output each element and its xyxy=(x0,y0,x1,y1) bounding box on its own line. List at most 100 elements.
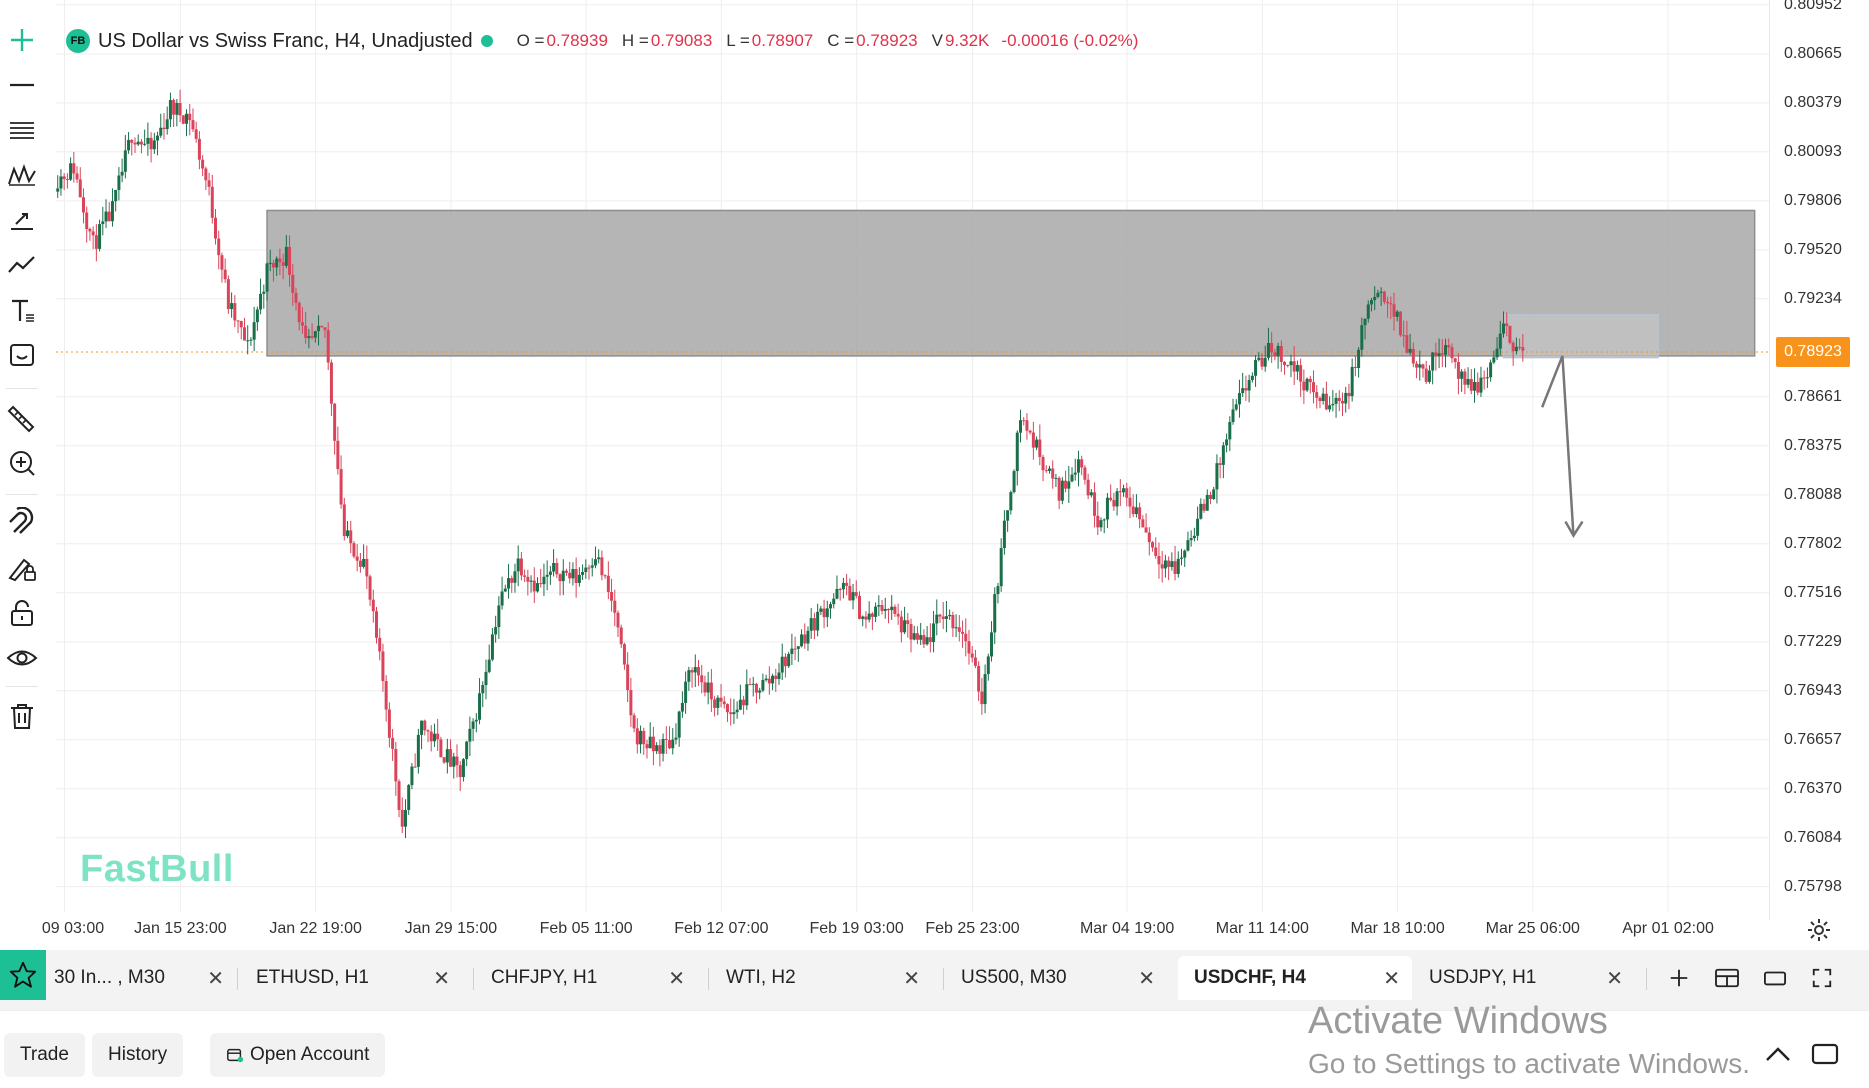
projection-arrow xyxy=(1540,355,1575,536)
candle-down xyxy=(1138,507,1142,520)
zoom-in-icon[interactable] xyxy=(4,445,40,481)
candle-up xyxy=(1321,393,1325,402)
text-icon[interactable] xyxy=(4,292,40,328)
gear-icon[interactable] xyxy=(1806,917,1832,943)
candle-down xyxy=(555,562,559,575)
candle-up xyxy=(478,693,482,720)
candle-up xyxy=(1379,291,1383,293)
candle-up xyxy=(1047,468,1051,471)
candle-down xyxy=(172,100,176,115)
lock-drawing-icon[interactable] xyxy=(4,550,40,586)
plus-icon[interactable] xyxy=(1663,962,1695,994)
tab-usdjpy[interactable]: USDJPY, H1 ✕ xyxy=(1413,956,1635,1000)
candle-up xyxy=(983,674,987,705)
candle-down xyxy=(767,678,771,684)
candle-up xyxy=(1231,409,1235,423)
star-icon[interactable] xyxy=(0,950,46,1000)
candle-down xyxy=(722,701,726,705)
chevron-up-icon[interactable] xyxy=(1762,1038,1794,1070)
candle-down xyxy=(333,403,337,441)
candle-down xyxy=(1064,480,1068,489)
candle-down xyxy=(922,635,926,645)
candle-up xyxy=(1502,323,1505,334)
time-tick-label: Mar 04 19:00 xyxy=(1079,920,1175,937)
price-axis[interactable]: 0.80952 0.80665 0.80379 0.80093 0.79806 0.795… xyxy=(1769,0,1869,920)
candle-up xyxy=(1002,520,1006,549)
fullscreen-icon[interactable] xyxy=(1806,962,1838,994)
tab-30-index[interactable]: 30 In... , M30 ✕ xyxy=(46,956,236,1000)
volume-value: 9.32K xyxy=(944,31,990,50)
ruler-icon[interactable] xyxy=(4,400,40,436)
close-icon[interactable]: ✕ xyxy=(1606,967,1623,990)
time-tick-label: 09 03:00 xyxy=(41,920,105,937)
candle-up xyxy=(1199,503,1203,519)
eye-icon[interactable] xyxy=(4,640,40,676)
price-tick-label: 0.79520 xyxy=(1784,240,1842,258)
close-icon[interactable]: ✕ xyxy=(433,967,450,990)
candle-down xyxy=(1434,352,1438,357)
price-chart[interactable] xyxy=(56,0,1769,950)
tab-label: 30 In... , M30 xyxy=(54,967,165,988)
time-axis[interactable]: 09 03:00 Jan 15 23:00 Jan 22 19:00 Jan 29 1… xyxy=(42,912,1769,948)
tab-usdchf[interactable]: USDCHF, H4 ✕ xyxy=(1178,956,1412,1000)
close-icon[interactable]: ✕ xyxy=(903,967,920,990)
candle-down xyxy=(181,115,185,124)
candle-up xyxy=(1105,497,1109,520)
live-status-dot xyxy=(480,35,493,47)
candle-down xyxy=(413,766,417,768)
candle-up xyxy=(874,606,878,617)
volume-label: V xyxy=(931,31,943,50)
close-icon[interactable]: ✕ xyxy=(207,967,224,990)
candlestick-chart[interactable] xyxy=(56,0,1769,912)
tab-wti[interactable]: WTI, H2 ✕ xyxy=(710,956,932,1000)
candle-down xyxy=(1421,364,1425,369)
candle-down xyxy=(713,699,717,708)
emoji-icon[interactable] xyxy=(4,337,40,373)
trend-icon[interactable] xyxy=(4,247,40,283)
projection-icon[interactable] xyxy=(4,202,40,238)
window-icon[interactable] xyxy=(1810,1040,1840,1068)
lock-icon[interactable] xyxy=(4,595,40,631)
open-account-label: Open Account xyxy=(250,1044,370,1065)
single-window-icon[interactable] xyxy=(1759,962,1791,994)
price-tick-label: 0.78375 xyxy=(1784,436,1842,454)
candle-down xyxy=(94,235,98,249)
candle-down xyxy=(951,614,955,629)
tab-chfjpy[interactable]: CHFJPY, H1 ✕ xyxy=(475,956,697,1000)
candle-down xyxy=(288,246,292,275)
magnet-icon[interactable] xyxy=(4,505,40,541)
tab-ethusd[interactable]: ETHUSD, H1 ✕ xyxy=(240,956,462,1000)
layout-icon[interactable] xyxy=(1711,962,1743,994)
parallel-channel-icon[interactable] xyxy=(4,112,40,148)
candle-down xyxy=(339,469,343,505)
candle-down xyxy=(651,736,655,752)
candle-down xyxy=(342,504,346,537)
close-icon[interactable]: ✕ xyxy=(1138,967,1155,990)
candle-up xyxy=(684,681,688,703)
open-account-button[interactable]: Open Account xyxy=(210,1033,386,1077)
candle-up xyxy=(1035,439,1039,448)
candle-down xyxy=(980,691,984,705)
horizontal-line-icon[interactable] xyxy=(4,67,40,103)
candle-down xyxy=(1131,506,1135,515)
trade-button[interactable]: Trade xyxy=(4,1033,85,1077)
candle-up xyxy=(262,291,266,294)
plus-cross-icon[interactable] xyxy=(4,22,40,58)
candle-up xyxy=(1418,364,1422,368)
candle-up xyxy=(1163,560,1167,569)
candle-up xyxy=(1019,420,1022,433)
candle-up xyxy=(1408,348,1412,353)
candle-up xyxy=(1376,292,1380,297)
close-icon[interactable]: ✕ xyxy=(1383,967,1400,990)
time-tick-label: Mar 18 10:00 xyxy=(1350,920,1445,937)
candle-down xyxy=(1450,347,1454,359)
close-icon[interactable]: ✕ xyxy=(668,967,685,990)
candle-down xyxy=(1521,347,1525,351)
pattern-icon[interactable] xyxy=(4,157,40,193)
history-button[interactable]: History xyxy=(92,1033,184,1077)
candle-up xyxy=(1492,357,1496,363)
tab-us500[interactable]: US500, M30 ✕ xyxy=(945,956,1167,1000)
candle-up xyxy=(832,598,836,605)
trash-icon[interactable] xyxy=(4,698,40,734)
